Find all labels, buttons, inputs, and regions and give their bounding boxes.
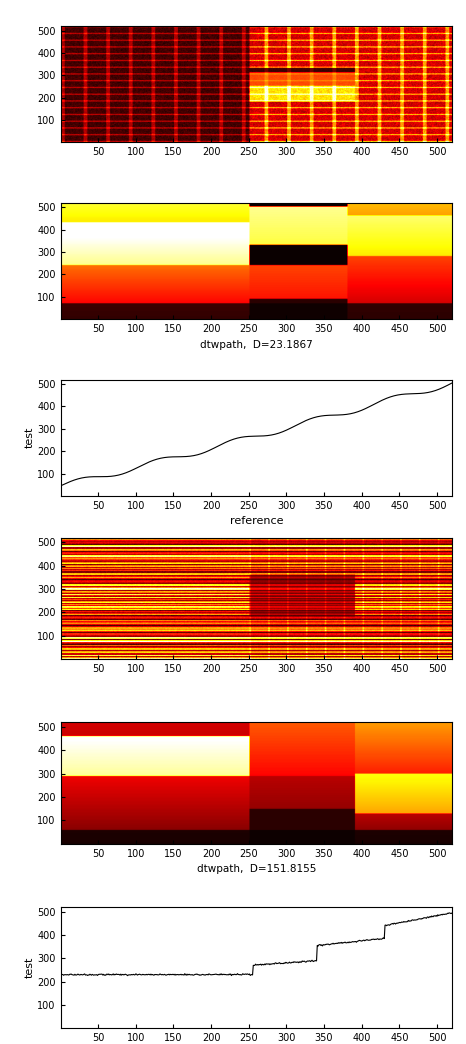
Y-axis label: test: test xyxy=(24,427,34,449)
X-axis label: reference: reference xyxy=(230,517,283,526)
X-axis label: dtwpath,  D=23.1867: dtwpath, D=23.1867 xyxy=(200,339,313,350)
Text: (a): (a) xyxy=(247,540,266,554)
X-axis label: dtwpath,  D=151.8155: dtwpath, D=151.8155 xyxy=(197,864,316,874)
Y-axis label: test: test xyxy=(24,957,34,978)
